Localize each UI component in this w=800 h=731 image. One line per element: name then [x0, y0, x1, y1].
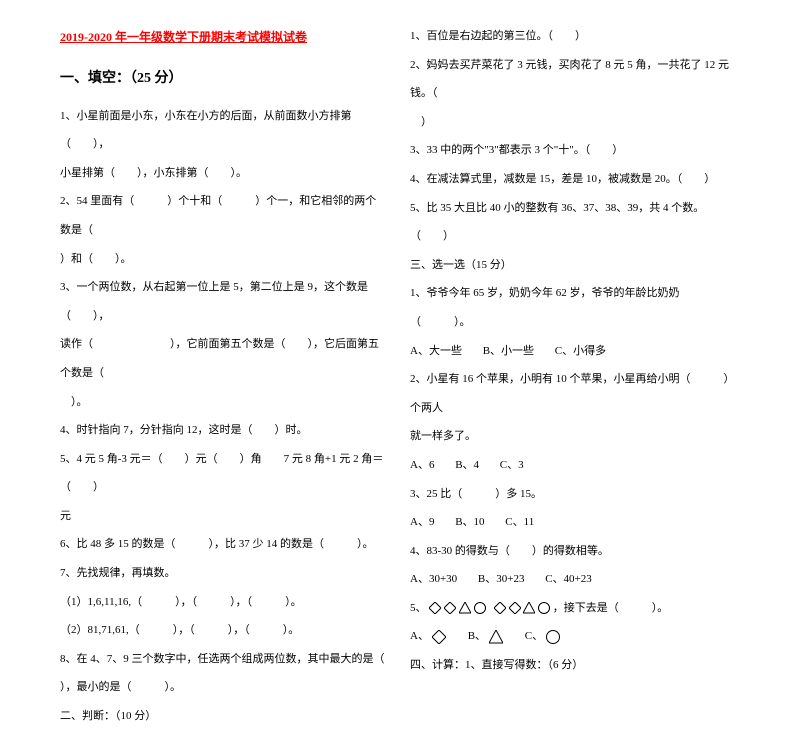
diamond-icon	[429, 602, 441, 614]
s4-opt-a: A、30+30	[410, 565, 457, 594]
s2-opt-a: A、6	[410, 451, 434, 480]
left-column: 2019-2020 年一年级数学下册期末考试模拟试卷 一、填空：（25 分） 1…	[60, 22, 410, 543]
s1: 1、爷爷今年 65 岁，奶奶今年 62 岁，爷爷的年龄比奶奶（ ）。	[410, 279, 735, 336]
section-3-head: 三、选一选（15 分）	[410, 251, 735, 280]
q8b: ），最小的是（ ）。	[60, 673, 385, 702]
diamond-icon	[432, 630, 446, 644]
s3: 3、25 比（ ）多 15。	[410, 480, 735, 509]
s5-opt-a-label: A、	[410, 630, 429, 642]
diamond-icon	[509, 602, 521, 614]
s5-opts: A、 B、 C、	[410, 622, 735, 651]
q1b: 小星排第（ ），小东排第（ ）。	[60, 159, 385, 188]
circle-icon	[538, 602, 550, 614]
s5-post: ，接下去是（ ）。	[553, 602, 669, 614]
s2-opt-c: C、3	[500, 451, 524, 480]
q5b: 元	[60, 502, 385, 531]
j2: 2、妈妈去买芹菜花了 3 元钱，买肉花了 8 元 5 角，一共花了 12 元钱。…	[410, 51, 735, 108]
s5-pre: 5、	[410, 602, 427, 614]
section-4-head: 四、计算：1、直接写得数：（6 分）	[410, 651, 735, 680]
triangle-icon	[523, 602, 535, 614]
j5: 5、比 35 大且比 40 小的整数有 36、37、38、39，共 4 个数。（…	[410, 194, 735, 251]
s5-question: 5、 ，接下去是（ ）。	[410, 594, 735, 623]
diamond-icon	[494, 602, 506, 614]
s1-opt-a: A、大一些	[410, 337, 462, 366]
j2b: ）	[410, 108, 735, 137]
s2-opts: A、6 B、4 C、3	[410, 451, 735, 480]
q7b: （2）81,71,61,（ ），（ ），（ ）。	[60, 616, 385, 645]
q2b: ）和（ ）。	[60, 245, 385, 274]
q1: 1、小星前面是小东，小东在小方的后面，从前面数小方排第（ ），	[60, 102, 385, 159]
section-1-head: 一、填空：（25 分）	[60, 61, 385, 97]
q4: 4、时针指向 7，分针指向 12，这时是（ ）时。	[60, 416, 385, 445]
q6: 6、比 48 多 15 的数是（ ），比 37 少 14 的数是（ ）。	[60, 530, 385, 559]
s3-opts: A、9 B、10 C、11	[410, 508, 735, 537]
q7: 7、先找规律，再填数。	[60, 559, 385, 588]
s4-opts: A、30+30 B、30+23 C、40+23	[410, 565, 735, 594]
s5-opt-c-label: C、	[525, 630, 543, 642]
right-column: 1、百位是右边起的第三位。（ ） 2、妈妈去买芹菜花了 3 元钱，买肉花了 8 …	[410, 22, 760, 543]
j4: 4、在减法算式里，减数是 15，差是 10，被减数是 20。（ ）	[410, 165, 735, 194]
q3b: 读作（ ），它前面第五个数是（ ），它后面第五个数是（	[60, 330, 385, 387]
s3-opt-c: C、11	[505, 508, 534, 537]
diamond-icon	[444, 602, 456, 614]
s5-opt-b-label: B、	[468, 630, 486, 642]
exam-title: 2019-2020 年一年级数学下册期末考试模拟试卷	[60, 22, 385, 53]
s2b: 就一样多了。	[410, 422, 735, 451]
q3: 3、一个两位数，从右起第一位上是 5，第二位上是 9，这个数是（ ），	[60, 273, 385, 330]
s2-opt-b: B、4	[455, 451, 479, 480]
q7a: （1）1,6,11,16,（ ），（ ），（ ）。	[60, 588, 385, 617]
s4-opt-c: C、40+23	[545, 565, 592, 594]
j3: 3、33 中的两个"3"都表示 3 个"十"。（ ）	[410, 136, 735, 165]
section-2-head: 二、判断：（10 分）	[60, 702, 385, 731]
s1-opt-c: C、小得多	[555, 337, 606, 366]
j1: 1、百位是右边起的第三位。（ ）	[410, 22, 735, 51]
s4-opt-b: B、30+23	[478, 565, 525, 594]
s4: 4、83-30 的得数与（ ）的得数相等。	[410, 537, 735, 566]
q8: 8、在 4、7、9 三个数字中，任选两个组成两位数，其中最大的是（	[60, 645, 385, 674]
triangle-icon	[489, 630, 503, 644]
circle-icon	[546, 630, 560, 644]
q2: 2、54 里面有（ ）个十和（ ）个一，和它相邻的两个数是（	[60, 187, 385, 244]
circle-icon	[474, 602, 486, 614]
q5: 5、4 元 5 角-3 元＝（ ）元（ ）角 7 元 8 角+1 元 2 角＝（…	[60, 445, 385, 502]
triangle-icon	[459, 602, 471, 614]
s3-opt-b: B、10	[455, 508, 484, 537]
s1-opts: A、大一些 B、小一些 C、小得多	[410, 337, 735, 366]
s3-opt-a: A、9	[410, 508, 434, 537]
q3c: ）。	[60, 388, 385, 417]
s2: 2、小星有 16 个苹果，小明有 10 个苹果，小星再给小明（ ）个两人	[410, 365, 735, 422]
s1-opt-b: B、小一些	[483, 337, 534, 366]
